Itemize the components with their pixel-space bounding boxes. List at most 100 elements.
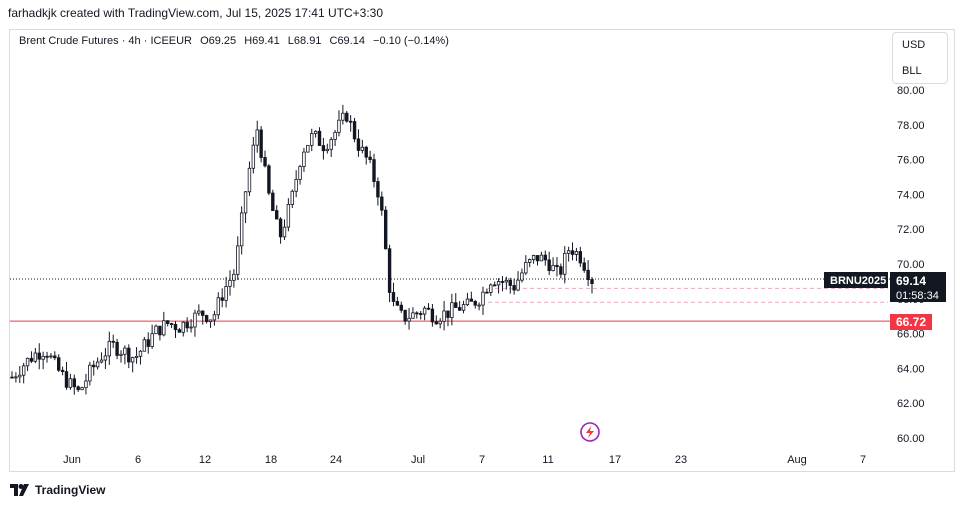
candle-body — [107, 340, 112, 357]
y-tick-label: 66.00 — [897, 329, 925, 341]
candle-body — [232, 273, 236, 281]
candle-body — [317, 130, 322, 146]
candle-body — [212, 314, 217, 321]
flash-icon[interactable] — [580, 422, 600, 442]
candle-body — [492, 284, 497, 287]
candle-body — [376, 181, 380, 198]
candle-body — [193, 312, 197, 328]
candle-body — [590, 279, 594, 285]
candle-body — [216, 297, 221, 316]
candle-body — [142, 339, 147, 352]
candle-body — [33, 352, 38, 362]
candle-body — [111, 340, 115, 343]
price-countdown: 01:58:34 — [896, 290, 939, 302]
y-tick-label: 62.00 — [897, 398, 925, 410]
candle-body — [25, 357, 30, 367]
y-tick-label: 60.00 — [897, 433, 925, 445]
legend-open: O69.25 — [200, 35, 237, 47]
candle-body — [524, 261, 528, 274]
candle-body — [76, 386, 80, 391]
support-label: 66.72 — [896, 315, 926, 329]
candle-body — [504, 279, 509, 283]
candle-body — [14, 376, 18, 379]
candle-body — [92, 364, 96, 368]
x-axis: Jun 6 12 18 24 Jul 7 11 17 23 Aug 7 — [63, 454, 866, 466]
candle-body — [173, 324, 178, 331]
candle-body — [341, 112, 345, 121]
candle-body — [364, 146, 368, 158]
candle-body — [169, 323, 174, 325]
candle-body — [49, 355, 53, 358]
candle-body — [450, 302, 454, 318]
candle-body — [177, 329, 182, 333]
candle-body — [45, 355, 49, 358]
candle-body — [208, 319, 213, 322]
candle-body — [454, 302, 458, 308]
candle-body — [95, 361, 100, 368]
candle-body — [403, 309, 407, 322]
candle-body — [566, 250, 571, 254]
candle-body — [442, 310, 446, 322]
x-tick-label: 11 — [542, 454, 553, 466]
candle-body — [127, 347, 131, 363]
candle-body — [422, 307, 427, 315]
x-tick-label: Jul — [411, 454, 425, 466]
candle-body — [282, 226, 287, 238]
candle-body — [380, 196, 384, 211]
candle-body — [37, 352, 41, 360]
candle-body — [60, 369, 65, 373]
legend-change: −0.10 (−0.14%) — [373, 35, 449, 47]
y-tick-label: 80.00 — [897, 85, 925, 97]
candle-body — [263, 157, 267, 167]
candle-body — [461, 304, 466, 311]
candle-body — [352, 121, 357, 140]
candle-body — [134, 355, 139, 359]
candle-body — [395, 301, 400, 306]
candle-body — [559, 266, 563, 275]
currency-unit-box[interactable]: USD BLL — [892, 32, 948, 84]
candle-body — [485, 291, 489, 294]
tradingview-footer[interactable]: TradingView — [10, 483, 105, 497]
candle-body — [41, 355, 45, 360]
candle-body — [473, 300, 477, 306]
candle-body — [115, 341, 119, 356]
y-tick-label: 74.00 — [897, 189, 925, 201]
ticker-label: BRNU2025 — [830, 275, 886, 287]
candle-body — [539, 254, 544, 262]
candle-body — [481, 291, 485, 306]
y-tick-label: 72.00 — [897, 224, 925, 236]
candle-body — [189, 326, 193, 329]
candle-body — [391, 292, 396, 302]
candle-body — [399, 304, 403, 311]
candle-body — [348, 120, 353, 123]
candle-body — [333, 131, 337, 140]
candle-body — [68, 378, 73, 388]
x-tick-label: 23 — [675, 454, 687, 466]
candle-body — [119, 353, 123, 356]
candle-body — [236, 245, 240, 275]
candle-body — [586, 269, 590, 280]
candle-body — [520, 272, 524, 281]
candle-body — [528, 259, 532, 263]
x-tick-label: 12 — [199, 454, 211, 466]
candle-body — [516, 279, 520, 291]
y-tick-label: 76.00 — [897, 155, 925, 167]
candle-body — [166, 320, 170, 324]
candle-body — [80, 387, 84, 391]
chart-frame — [9, 29, 955, 472]
candle-body — [18, 374, 22, 378]
candle-body — [345, 112, 349, 122]
unit-label: BLL — [902, 65, 922, 77]
ticker-label-bg — [824, 272, 888, 288]
candle-body — [162, 320, 166, 336]
candle-body — [411, 312, 415, 319]
candle-body — [251, 144, 256, 169]
candle-body — [72, 378, 76, 388]
candle-body — [489, 284, 493, 293]
x-tick-label: Aug — [787, 454, 807, 466]
currency-label: USD — [902, 39, 926, 51]
candle-body — [181, 321, 185, 333]
candle-body — [500, 281, 505, 283]
candle-body — [64, 371, 69, 388]
